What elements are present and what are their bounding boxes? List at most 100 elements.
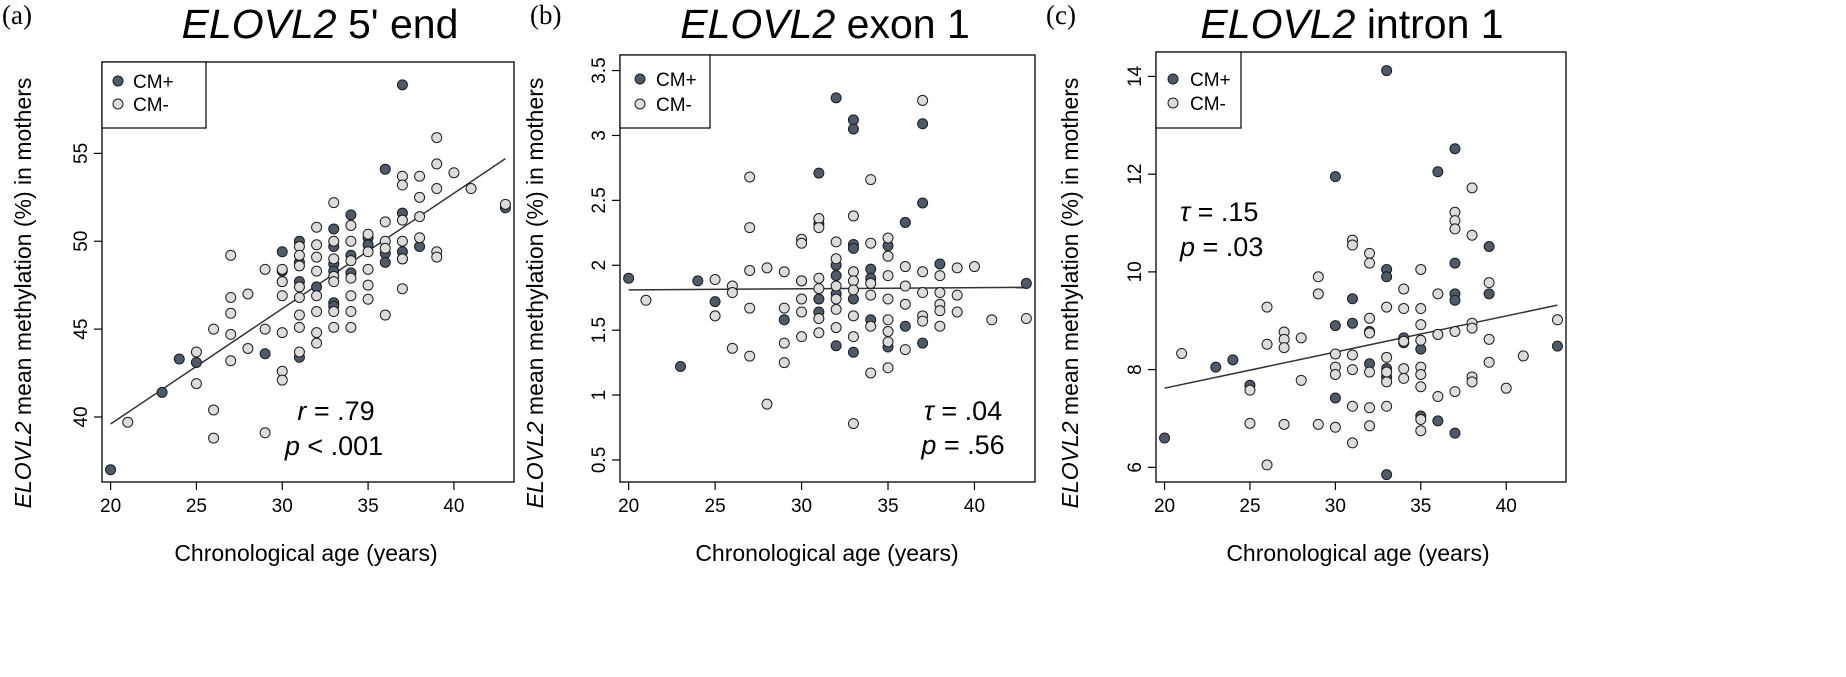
point-cm-plus-c-5 [1329, 320, 1341, 332]
x-axis-label-a: Chronological age (years) [174, 540, 437, 566]
stat-line-1-b: τ = .04 [924, 396, 1002, 426]
plot-area-b: 20 25 30 35 40 0.5 1 1.5 2 2.5 3 3.5 CM+ CM- τ = .0… [589, 54, 1036, 517]
point-cm-minus-a-0 [122, 416, 134, 428]
points-layer-b [623, 92, 1032, 430]
legend-marker-cm-plus-a [112, 75, 124, 87]
point-cm-minus-b-30 [830, 253, 842, 265]
y-tick-label-b-5: 3 [589, 130, 610, 141]
point-cm-minus-a-15 [259, 427, 271, 439]
point-cm-minus-c-37 [1398, 283, 1410, 295]
point-cm-minus-a-10 [225, 355, 237, 367]
point-cm-minus-c-21 [1346, 349, 1358, 361]
point-cm-minus-a-12 [242, 342, 254, 354]
point-cm-plus-c-1 [1210, 361, 1222, 373]
point-cm-minus-a-48 [345, 272, 357, 284]
point-cm-minus-b-31 [830, 280, 842, 292]
point-cm-minus-a-7 [225, 291, 237, 303]
point-cm-minus-c-25 [1364, 247, 1376, 259]
point-cm-minus-a-51 [345, 321, 357, 333]
y-tick-label-b-1: 1 [589, 390, 610, 401]
point-cm-minus-c-48 [1415, 381, 1427, 393]
point-cm-minus-a-38 [328, 197, 340, 209]
point-cm-minus-a-65 [396, 253, 408, 265]
panel-letter-c: (c) [1046, 0, 1076, 30]
point-cm-minus-c-42 [1415, 263, 1427, 275]
title-gene-c: ELOVL2 [1200, 1, 1355, 47]
point-cm-plus-b-3 [709, 296, 721, 308]
point-cm-minus-c-15 [1329, 348, 1341, 360]
y-tick-label-a-1: 45 [71, 319, 92, 340]
point-cm-minus-b-34 [830, 322, 842, 334]
legend-marker-cm-plus-c [1167, 73, 1179, 85]
y-axis-label-a: ELOVL2 mean methylation (%) in mothers [10, 78, 36, 509]
point-cm-minus-c-43 [1415, 303, 1427, 315]
point-cm-plus-c-2 [1227, 354, 1239, 366]
legend-label-cm-minus-b: CM- [656, 95, 692, 116]
trend-line-c [1164, 304, 1558, 389]
point-cm-plus-b-29 [917, 118, 929, 130]
point-cm-plus-c-26 [1449, 294, 1461, 306]
point-cm-plus-a-13 [328, 223, 340, 235]
title-region-c: intron 1 [1355, 1, 1503, 47]
legend-label-cm-plus-b: CM+ [656, 70, 697, 91]
point-cm-minus-b-32 [830, 293, 842, 305]
point-cm-plus-a-2 [173, 353, 185, 365]
points-layer-c [1159, 65, 1563, 481]
stat-line-2-c: p = .03 [1179, 232, 1263, 262]
point-cm-minus-a-16 [276, 263, 288, 275]
x-tick-label-b-2: 30 [791, 496, 812, 517]
point-cm-minus-b-29 [830, 236, 842, 248]
point-cm-minus-a-57 [379, 216, 391, 228]
point-cm-minus-a-49 [345, 290, 357, 302]
point-cm-minus-b-12 [761, 398, 773, 410]
point-cm-minus-b-56 [899, 261, 911, 273]
point-cm-plus-b-10 [830, 92, 842, 104]
point-cm-minus-a-62 [396, 179, 408, 191]
point-cm-minus-c-64 [1466, 376, 1478, 388]
point-cm-minus-b-37 [847, 275, 859, 287]
point-cm-minus-b-2 [709, 310, 721, 322]
ylabel-gene-c: ELOVL2 [1057, 421, 1083, 508]
point-cm-minus-a-72 [431, 158, 443, 170]
point-cm-plus-b-0 [623, 272, 635, 284]
point-cm-minus-c-5 [1261, 459, 1273, 471]
point-cm-minus-a-2 [190, 378, 202, 390]
point-cm-minus-c-40 [1398, 363, 1410, 375]
x-tick-label-a-0: 20 [100, 496, 121, 517]
stat-line-2-b: p = .56 [920, 430, 1004, 460]
point-cm-minus-b-65 [934, 270, 946, 282]
point-cm-minus-b-74 [986, 314, 998, 326]
point-cm-minus-c-50 [1415, 425, 1427, 437]
point-cm-minus-a-6 [225, 249, 237, 261]
x-tick-label-c-4: 40 [1496, 496, 1517, 517]
point-cm-minus-b-22 [796, 331, 808, 343]
panel-letter-b: (b) [530, 0, 561, 30]
point-cm-minus-a-21 [276, 374, 288, 386]
point-cm-minus-a-13 [259, 263, 271, 275]
stat-line-1-a: r = .79 [297, 396, 374, 426]
plot-frame-c [1155, 51, 1567, 483]
point-cm-minus-a-69 [414, 211, 426, 223]
point-cm-minus-c-9 [1278, 418, 1290, 430]
point-cm-minus-b-52 [882, 314, 894, 326]
point-cm-minus-c-12 [1312, 271, 1324, 283]
point-cm-plus-b-30 [917, 197, 929, 209]
point-cm-minus-a-5 [208, 432, 220, 444]
point-cm-minus-b-26 [813, 283, 825, 295]
point-cm-minus-b-20 [796, 293, 808, 305]
point-cm-plus-a-26 [379, 256, 391, 268]
point-cm-minus-c-13 [1312, 288, 1324, 300]
point-cm-minus-a-45 [345, 219, 357, 231]
point-cm-minus-c-47 [1415, 369, 1427, 380]
point-cm-minus-c-30 [1364, 402, 1376, 414]
point-cm-minus-a-63 [396, 214, 408, 226]
x-tick-label-a-2: 30 [272, 496, 293, 517]
legend-label-cm-minus-a: CM- [133, 95, 169, 116]
point-cm-minus-c-10 [1295, 332, 1307, 344]
point-cm-minus-b-43 [865, 237, 877, 249]
point-cm-minus-b-8 [744, 264, 756, 276]
y-tick-label-b-4: 2.5 [589, 187, 610, 213]
legend-a: CM+ CM- [101, 61, 207, 129]
plot-area-a: 20 25 30 35 40 40 45 50 55 CM+ CM- r = .79 p < .… [71, 61, 515, 517]
point-cm-plus-a-3 [190, 357, 202, 369]
